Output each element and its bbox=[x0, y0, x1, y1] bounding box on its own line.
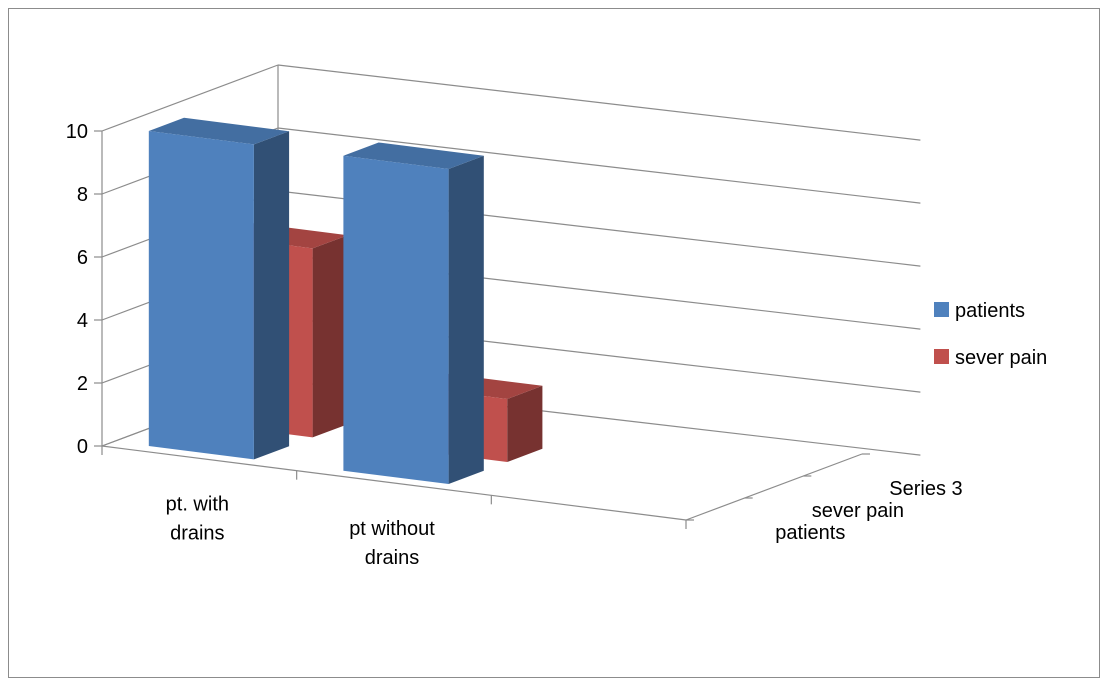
y-tick-label: 8 bbox=[77, 184, 88, 206]
chart-labels: 0 2 4 6 8 10 pt. with drains pt without drains pat… bbox=[66, 121, 963, 569]
bar-patients-1-front bbox=[343, 155, 449, 484]
depth-axis-label: patients bbox=[775, 522, 845, 544]
y-tick-label: 2 bbox=[77, 373, 88, 395]
depth-axis-label: sever pain bbox=[812, 500, 904, 522]
back-gridline bbox=[277, 64, 921, 141]
bar-sever-pain-1-side bbox=[507, 385, 543, 462]
legend-swatch-sever-pain bbox=[934, 349, 949, 364]
bar-patients-0-front bbox=[148, 131, 254, 460]
depth-axis-label: Series 3 bbox=[889, 478, 962, 500]
y-tick-label: 4 bbox=[77, 310, 88, 332]
legend-label-patients: patients bbox=[955, 300, 1025, 322]
floor-right-edge bbox=[685, 453, 863, 521]
bar-patients-1-top bbox=[343, 142, 484, 169]
x-category-label: pt without bbox=[349, 518, 435, 540]
y-tick-label: 0 bbox=[77, 436, 88, 458]
chart-legend: patients sever pain bbox=[934, 300, 1047, 369]
back-gridline bbox=[277, 127, 921, 204]
legend-swatch-patients bbox=[934, 302, 949, 317]
bar-patients-0-side bbox=[253, 131, 290, 460]
bar-sever-pain-0-side bbox=[312, 235, 348, 438]
bar-patients-1-side bbox=[448, 155, 484, 485]
chart-bars bbox=[148, 117, 543, 485]
chart-area: 0 2 4 6 8 10 pt. with drains pt without drains pat… bbox=[66, 64, 1047, 569]
bar-patients-0-top bbox=[148, 117, 290, 145]
x-category-label: pt. with bbox=[166, 493, 229, 515]
x-category-label: drains bbox=[365, 547, 419, 569]
floor-front-edge bbox=[101, 445, 687, 521]
y-tick-label: 10 bbox=[66, 121, 88, 143]
x-category-label: drains bbox=[170, 522, 224, 544]
side-gridline bbox=[101, 64, 279, 132]
y-tick-label: 6 bbox=[77, 247, 88, 269]
legend-label-sever-pain: sever pain bbox=[955, 347, 1047, 369]
